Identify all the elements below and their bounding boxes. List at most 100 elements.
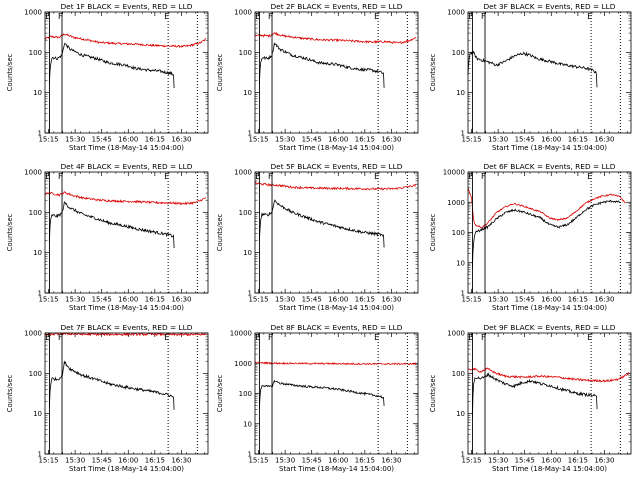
x-axis-label: Start Time (18-May-14 15:04:00) (69, 144, 184, 152)
time-marker-label: E (468, 333, 473, 342)
chart-panel: Det 6F BLACK = Events, RED = LLD Start Ti… (429, 162, 632, 312)
time-marker-label: E (587, 12, 592, 21)
x-tick-label: 15:30 (65, 457, 85, 465)
plot-frame (254, 332, 419, 455)
y-tick-label: 1 (461, 290, 465, 298)
plot-frame (254, 171, 419, 294)
x-tick-label: 16:15 (568, 296, 588, 304)
series-line-events (472, 199, 621, 269)
x-tick-label: 16:15 (355, 296, 375, 304)
time-marker-label: F (58, 172, 63, 181)
time-marker-label: F (268, 333, 273, 342)
x-tick-label: 15:30 (275, 457, 295, 465)
x-tick-label: 15:30 (65, 296, 85, 304)
y-tick-label: 10 (33, 249, 42, 257)
x-tick-label: 15:15 (38, 136, 58, 144)
time-marker-label: F (268, 12, 273, 21)
x-tick-label: 15:30 (65, 136, 85, 144)
chart-title: Det 1F BLACK = Events, RED = LLD (60, 2, 192, 11)
y-tick-label: 10 (243, 420, 252, 428)
x-tick-label: 16:15 (355, 136, 375, 144)
y-axis-label: Counts/sec (429, 214, 437, 252)
x-tick-label: 16:00 (541, 136, 561, 144)
y-tick-label: 100 (452, 370, 465, 378)
x-tick-label: 16:00 (328, 296, 348, 304)
time-marker-label: E (45, 333, 50, 342)
plot-frame (44, 11, 209, 134)
x-tick-label: 15:30 (488, 296, 508, 304)
time-marker-label: E (255, 12, 260, 21)
x-tick-label: 16:00 (118, 457, 138, 465)
plot-frame (467, 332, 632, 455)
x-tick-label: 15:15 (248, 296, 268, 304)
time-marker-label: F (481, 172, 486, 181)
y-axis-label: Counts/sec (429, 375, 437, 413)
chart-panel: Det 8F BLACK = Events, RED = LLD Start Ti… (216, 323, 419, 473)
chart-panel: Det 4F BLACK = Events, RED = LLD Start Ti… (6, 162, 209, 312)
y-tick-label: 1000 (447, 9, 465, 17)
y-tick-label: 1 (461, 130, 465, 138)
y-tick-label: 100 (239, 209, 252, 217)
time-marker-label: E (587, 333, 592, 342)
series-line-events (49, 201, 175, 249)
y-tick-label: 1 (461, 451, 465, 459)
y-tick-label: 1000 (234, 169, 252, 177)
plot-frame (44, 332, 209, 455)
y-tick-label: 10 (456, 410, 465, 418)
time-marker-label: E (468, 12, 473, 21)
x-tick-label: 16:15 (145, 457, 165, 465)
time-marker-label: E (374, 12, 379, 21)
x-tick-label: 16:00 (541, 296, 561, 304)
x-tick-label: 15:15 (461, 136, 481, 144)
time-marker-label: E (255, 333, 260, 342)
chart-title: Det 6F BLACK = Events, RED = LLD (483, 162, 615, 171)
x-tick-label: 15:30 (275, 296, 295, 304)
y-axis-label: Counts/sec (216, 214, 224, 252)
chart-title: Det 3F BLACK = Events, RED = LLD (483, 2, 615, 11)
y-tick-label: 10 (243, 249, 252, 257)
chart-title: Det 7F BLACK = Events, RED = LLD (60, 323, 192, 332)
y-tick-label: 100 (452, 229, 465, 237)
y-axis-label: Counts/sec (6, 214, 14, 252)
x-tick-label: 16:30 (171, 296, 191, 304)
x-axis-label: Start Time (18-May-14 15:04:00) (492, 144, 607, 152)
y-tick-label: 1000 (24, 169, 42, 177)
x-tick-label: 15:30 (275, 136, 295, 144)
x-tick-label: 15:30 (488, 136, 508, 144)
series-line-events (472, 372, 598, 419)
y-tick-label: 1000 (234, 9, 252, 17)
x-tick-label: 16:00 (328, 457, 348, 465)
chart-panel: Det 7F BLACK = Events, RED = LLD Start Ti… (6, 323, 209, 473)
time-marker-label: E (164, 12, 169, 21)
x-tick-label: 16:15 (145, 296, 165, 304)
chart-title: Det 8F BLACK = Events, RED = LLD (270, 323, 402, 332)
x-tick-label: 15:15 (461, 296, 481, 304)
x-axis-label: Start Time (18-May-14 15:04:00) (279, 465, 394, 473)
y-tick-label: 100 (29, 49, 42, 57)
x-tick-label: 15:45 (302, 136, 322, 144)
x-tick-label: 15:15 (248, 136, 268, 144)
x-tick-label: 16:30 (381, 457, 401, 465)
y-axis-label: Counts/sec (216, 375, 224, 413)
y-axis-label: Counts/sec (6, 375, 14, 413)
x-tick-label: 16:00 (541, 457, 561, 465)
x-tick-label: 15:45 (515, 136, 535, 144)
x-tick-label: 15:45 (92, 457, 112, 465)
series-line-events (259, 41, 385, 88)
time-marker-label: E (468, 172, 473, 181)
series-line-events (259, 379, 385, 410)
x-tick-label: 15:15 (38, 296, 58, 304)
series-line-events (467, 50, 598, 88)
series-line-lld (467, 367, 630, 383)
x-axis-label: Start Time (18-May-14 15:04:00) (492, 465, 607, 473)
chart-panel: Det 5F BLACK = Events, RED = LLD Start Ti… (216, 162, 419, 312)
y-tick-label: 10 (33, 89, 42, 97)
x-axis-label: Start Time (18-May-14 15:04:00) (279, 304, 394, 312)
time-marker-label: E (164, 333, 169, 342)
x-tick-label: 16:30 (171, 136, 191, 144)
x-axis-label: Start Time (18-May-14 15:04:00) (279, 144, 394, 152)
time-marker-label: F (481, 12, 486, 21)
y-tick-label: 1 (38, 130, 42, 138)
y-tick-label: 10 (456, 259, 465, 267)
